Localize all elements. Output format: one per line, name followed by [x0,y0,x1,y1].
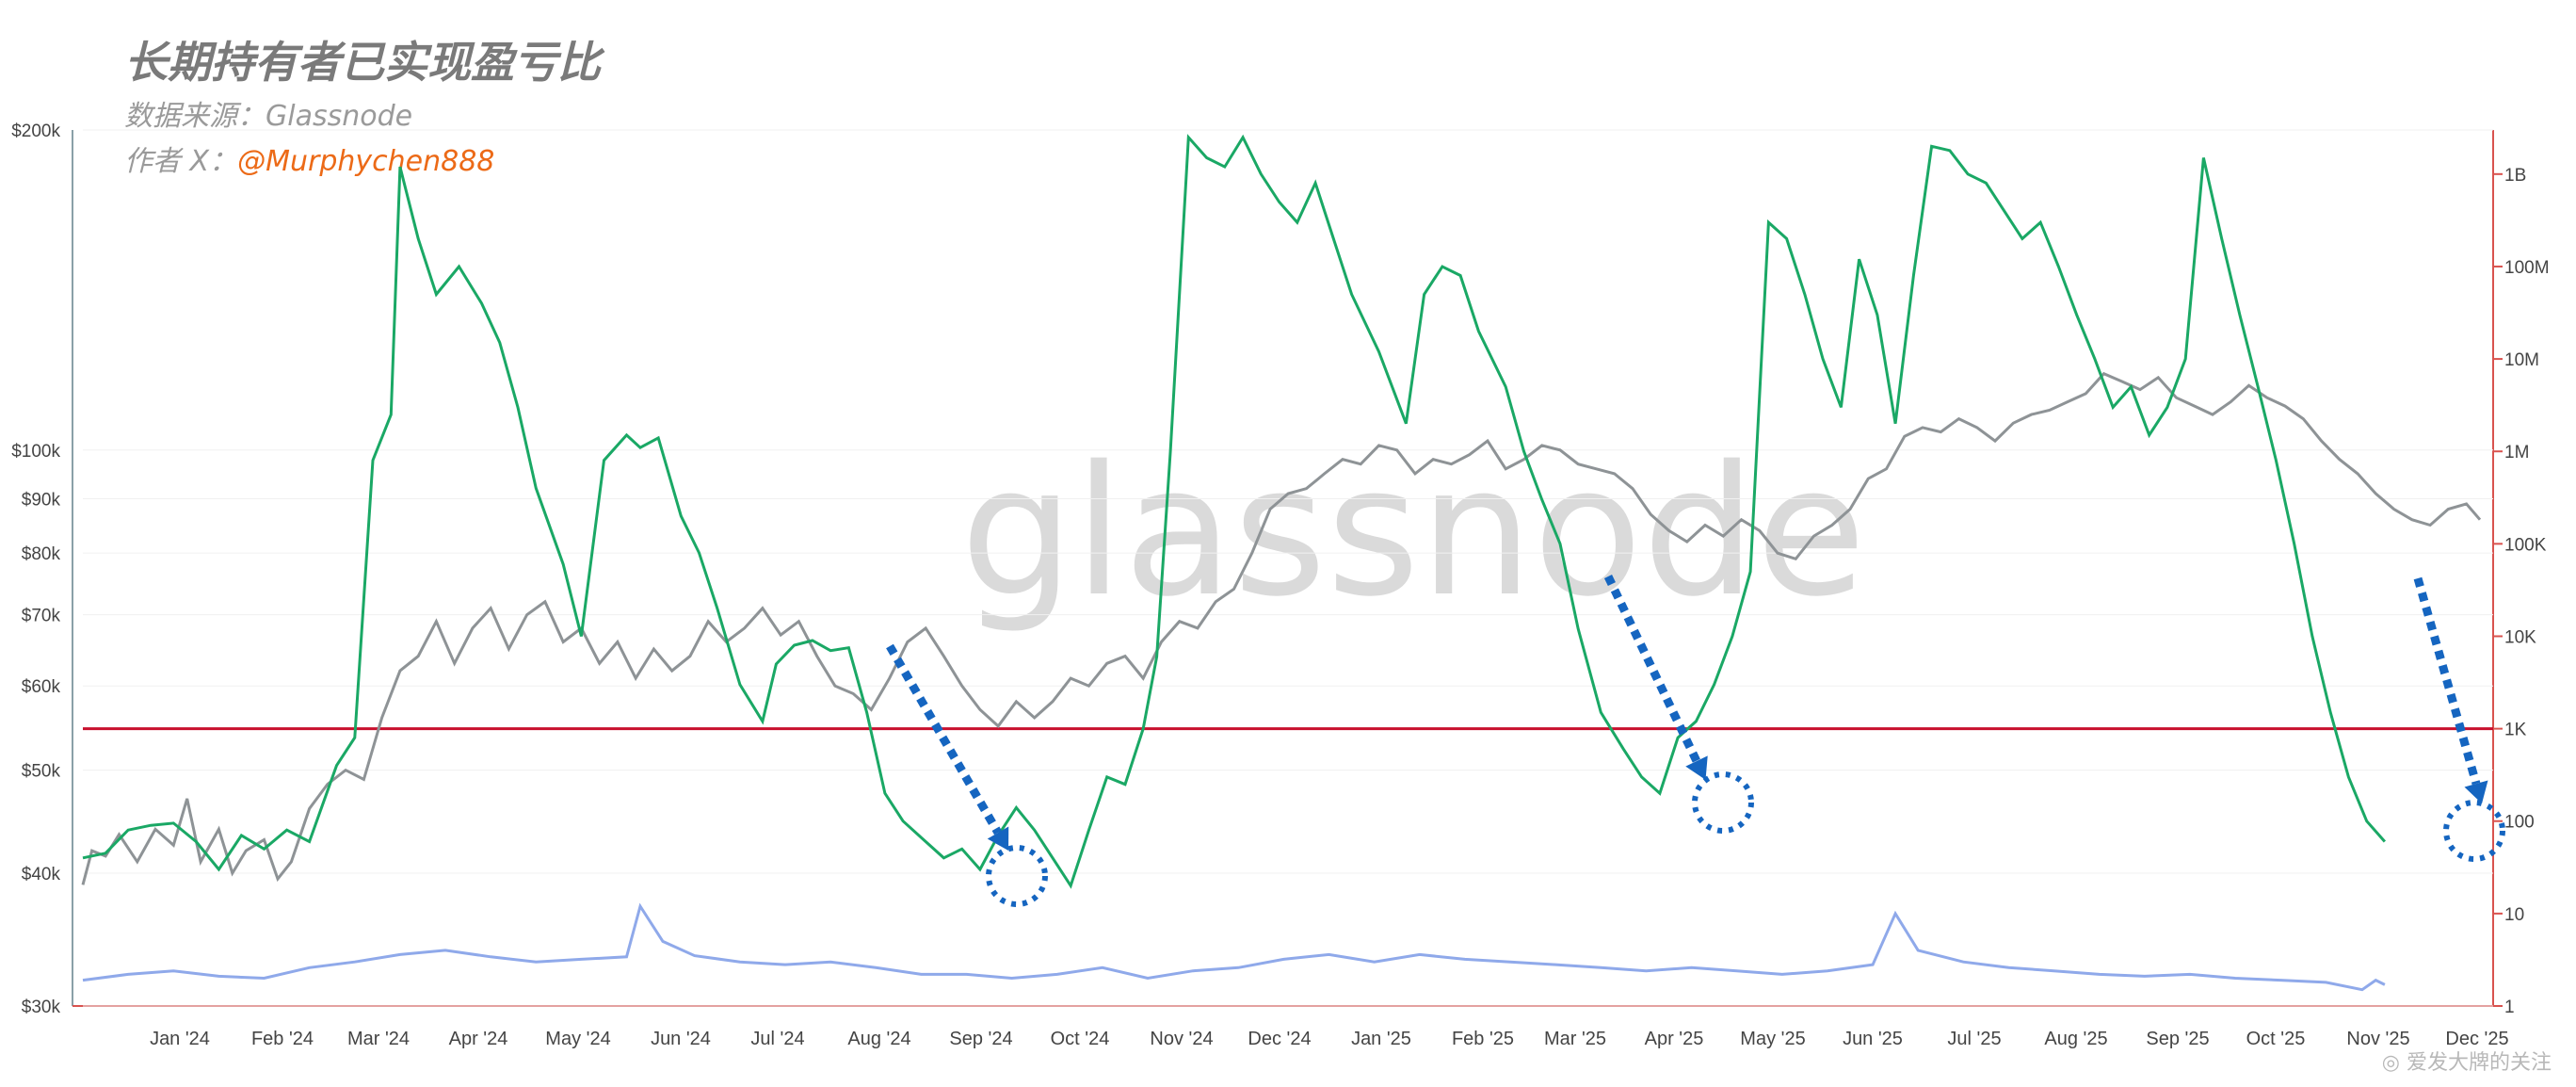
trend-arrow-head [1685,755,1708,780]
x-tick-label: Sep '24 [949,1029,1012,1049]
x-tick-label: Dec '24 [1248,1029,1311,1049]
left-tick-label: $50k [22,762,61,782]
x-tick-label: Mar '25 [1544,1029,1606,1049]
x-tick-label: Jun '25 [1843,1029,1903,1049]
author-prefix: 作者 X： [124,145,238,178]
bottom-highlight-circle [2443,800,2505,862]
right-tick-label: 100 [2504,813,2535,833]
x-tick-label: Aug '24 [847,1029,910,1049]
x-tick-label: Nov '25 [2346,1029,2409,1049]
author-handle: @Murphychen888 [237,145,495,178]
x-tick-label: Oct '25 [2246,1029,2306,1049]
corner-watermark: ◎ 爱发大牌的关注 [2381,1051,2552,1075]
trend-arrow-head [987,826,1009,852]
trend-arrow-shaft [886,643,1002,836]
x-tick-label: Jul '25 [1947,1029,2001,1049]
glassnode-watermark: glassnode [960,428,1866,636]
plot-area: $200k $100k $90k $80k $70k $60k $50k $40k $30k 1B… [11,122,2549,1049]
x-tick-label: Feb '25 [1452,1029,1514,1049]
right-tick-label: 10 [2504,905,2524,925]
left-tick-label: $90k [22,490,61,510]
x-tick-label: Jul '24 [750,1029,804,1049]
bottom-highlight-circle [986,845,1048,907]
x-tick-label: Apr '25 [1645,1029,1704,1049]
x-tick-label: May '25 [1740,1029,1805,1049]
left-tick-label: $60k [22,677,61,697]
x-tick-label: Apr '24 [449,1029,508,1049]
right-tick-label: 100M [2504,258,2550,278]
left-tick-label: $30k [22,998,61,1017]
x-tick-label: Mar '24 [347,1029,410,1049]
left-tick-label: $40k [22,865,61,884]
right-tick-label: 10M [2504,350,2539,370]
x-tick-label: Feb '24 [251,1029,314,1049]
x-tick-label: May '24 [545,1029,610,1049]
right-tick-label: 10K [2504,627,2536,647]
left-tick-label: $200k [11,122,60,141]
left-tick-label: $80k [22,544,61,564]
right-tick-label: 100K [2504,535,2547,555]
price-line [81,371,2482,885]
x-tick-label: Sep '25 [2146,1029,2209,1049]
x-tick-label: Dec '25 [2445,1029,2508,1049]
x-tick-label: Jan '25 [1351,1029,1411,1049]
trend-arrow-shaft [2413,576,2481,786]
left-tick-label: $100k [11,442,60,462]
left-tick-label: $70k [22,607,61,626]
sub-indicator-line [82,902,2386,992]
right-tick-label: 1 [2504,998,2515,1017]
right-tick-label: 1B [2504,166,2526,186]
x-tick-label: Jan '24 [150,1029,210,1049]
chart-title: 长期持有者已实现盈亏比 [124,37,601,88]
trend-arrow-shaft [1603,575,1701,763]
right-tick-label: 1M [2504,443,2529,462]
right-tick-label: 1K [2504,721,2527,740]
x-tick-label: Aug '25 [2044,1029,2107,1049]
ratio-line [82,134,2387,889]
author-label: 作者 X：@Murphychen888 [124,138,494,179]
x-tick-label: Jun '24 [651,1029,711,1049]
x-tick-label: Oct '24 [1051,1029,1110,1049]
x-tick-label: Nov '24 [1150,1029,1213,1049]
trend-arrow-head [2464,780,2488,804]
data-source-label: 数据来源：Glassnode [124,100,413,133]
bottom-highlight-circle [1692,771,1754,834]
